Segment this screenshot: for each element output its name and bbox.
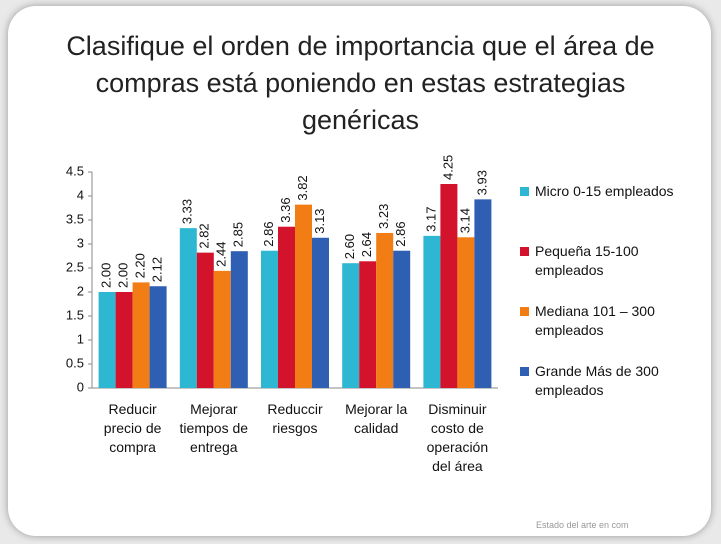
legend-label: Mediana 101 – 300 empleados (535, 303, 655, 338)
bar (98, 292, 116, 388)
footer: Estado del arte en com (536, 520, 629, 530)
bar (230, 251, 248, 388)
data-label: 3.33 (180, 199, 195, 224)
legend-item: Grande Más de 300 empleados (520, 362, 700, 400)
y-tick-label: 4.5 (66, 163, 84, 178)
data-label: 3.36 (278, 197, 293, 222)
legend-item: Mediana 101 – 300 empleados (520, 302, 700, 340)
bar (423, 235, 441, 388)
bar (312, 237, 329, 388)
legend-label: Micro 0-15 empleados (535, 183, 674, 199)
legend-label: Grande Más de 300 empleados (535, 363, 659, 398)
data-label: 2.64 (359, 232, 374, 257)
data-label: 2.20 (133, 253, 148, 278)
bar (359, 261, 377, 388)
bar (376, 232, 394, 388)
y-tick-label: 1 (77, 331, 84, 346)
bar (213, 270, 231, 388)
bar (474, 199, 492, 388)
y-tick-label: 1.5 (66, 307, 84, 322)
data-label: 3.23 (376, 204, 391, 229)
data-label: 2.12 (150, 257, 165, 282)
x-tick-label: Mejorar la calidad (345, 401, 408, 436)
x-tick-label: Reduccir riesgos (267, 401, 323, 436)
data-label: 2.00 (116, 263, 131, 288)
y-tick-label: 3 (77, 235, 84, 250)
data-label: 2.86 (393, 221, 408, 246)
legend-item: Pequeña 15-100 empleados (520, 242, 700, 280)
data-label: 3.14 (457, 208, 472, 233)
y-tick-label: 4 (77, 187, 84, 202)
data-label: 3.82 (295, 175, 310, 200)
data-label: 2.60 (342, 234, 357, 259)
y-tick-label: 0 (77, 379, 84, 394)
data-label: 2.44 (214, 242, 229, 267)
legend-item: Micro 0-15 empleados (520, 182, 700, 201)
bar (261, 250, 278, 388)
data-label: 2.82 (197, 223, 212, 248)
y-tick-label: 2.5 (66, 259, 84, 274)
legend-swatch (520, 187, 529, 196)
bar (295, 204, 312, 388)
bar (179, 228, 197, 388)
legend-swatch (520, 307, 529, 316)
x-tick-label: Mejorar tiempos de entrega (179, 401, 249, 455)
bar (393, 250, 411, 388)
bar (115, 292, 133, 388)
bar (149, 286, 167, 388)
legend-swatch (520, 367, 529, 376)
y-tick-label: 0.5 (66, 355, 84, 370)
data-label: 3.13 (312, 208, 327, 233)
data-label: 4.25 (440, 155, 455, 180)
chart: 00.511.522.533.544.52.00 2.00 2.20 2.123.33… (66, 155, 498, 394)
x-tick-label: Disminuir costo de operación del área (426, 401, 489, 474)
data-label: 2.86 (261, 221, 276, 246)
data-label: 2.00 (99, 263, 114, 288)
bar (132, 282, 150, 388)
data-label: 3.17 (423, 207, 438, 232)
y-tick-label: 3.5 (66, 211, 84, 226)
y-tick-label: 2 (77, 283, 84, 298)
bar (440, 184, 458, 388)
chart-title: Clasifique el orden de importancia que e… (66, 31, 655, 135)
x-tick-label: Reducir precio de compra (103, 401, 162, 455)
slide: Clasifique el orden de importancia que e… (8, 6, 711, 536)
data-label: 3.93 (474, 170, 489, 195)
bar (278, 226, 295, 388)
data-label: 2.85 (231, 222, 246, 247)
bar (457, 237, 475, 388)
legend-label: Pequeña 15-100 empleados (535, 243, 639, 278)
bar (342, 263, 360, 388)
bar (196, 252, 214, 388)
legend-swatch (520, 247, 529, 256)
